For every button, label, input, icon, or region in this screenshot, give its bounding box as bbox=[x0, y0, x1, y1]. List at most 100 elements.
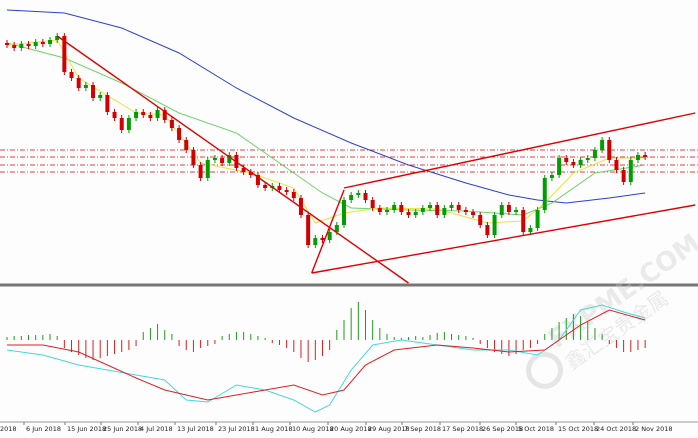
x-tick-label: 13 Jul 2018 bbox=[177, 425, 214, 433]
candle-body bbox=[600, 140, 605, 150]
trendline bbox=[343, 112, 696, 189]
candle-body bbox=[119, 118, 124, 130]
candle-body bbox=[5, 43, 9, 45]
candle-body bbox=[607, 140, 612, 160]
candle-body bbox=[399, 205, 404, 212]
x-tick-label: 6 Jun 2018 bbox=[26, 425, 61, 433]
candle-body bbox=[177, 128, 182, 140]
candle-body bbox=[528, 228, 533, 232]
trendline bbox=[56, 35, 409, 284]
candle-body bbox=[212, 158, 217, 160]
candle-body bbox=[571, 162, 576, 165]
candle-body bbox=[363, 193, 368, 200]
candle-body bbox=[492, 215, 497, 235]
candle-body bbox=[499, 205, 504, 215]
moving-average bbox=[6, 9, 646, 204]
candle-body bbox=[471, 212, 476, 215]
moving-average bbox=[6, 39, 646, 224]
x-tick-label: 5 Oct 2018 bbox=[518, 425, 554, 433]
candle-body bbox=[91, 85, 96, 98]
candle-body bbox=[255, 175, 260, 185]
candle-body bbox=[535, 210, 540, 228]
candle-body bbox=[557, 158, 562, 175]
x-tick-label: 29 Aug 2018 bbox=[368, 425, 410, 433]
candle-body bbox=[141, 112, 146, 115]
candle-body bbox=[169, 120, 174, 128]
candle-body bbox=[26, 44, 31, 46]
candle-body bbox=[55, 36, 60, 40]
candle-body bbox=[306, 215, 311, 245]
x-tick-label: 7 Sep 2018 bbox=[404, 425, 441, 433]
macd-line bbox=[7, 309, 646, 401]
candle-body bbox=[198, 165, 203, 178]
candle-body bbox=[291, 192, 296, 198]
candle-body bbox=[105, 95, 110, 112]
candle-body bbox=[449, 205, 454, 208]
candle-body bbox=[184, 140, 189, 150]
candle-body bbox=[48, 40, 53, 44]
candle-body bbox=[628, 160, 633, 182]
x-tick-label: 2 Nov 2018 bbox=[635, 425, 673, 433]
candle-body bbox=[76, 78, 81, 88]
candle-body bbox=[564, 158, 569, 162]
x-tick-label: 25 Jun 2018 bbox=[103, 425, 142, 433]
candle-body bbox=[428, 205, 433, 208]
x-tick-label: 24 Oct 2018 bbox=[596, 425, 636, 433]
candle-body bbox=[578, 160, 583, 165]
candle-body bbox=[98, 95, 103, 98]
candle-body bbox=[456, 205, 461, 210]
candle-body bbox=[40, 42, 45, 44]
candle-body bbox=[420, 208, 425, 212]
candle-body bbox=[549, 175, 554, 178]
candle-body bbox=[341, 200, 346, 225]
candle-body bbox=[643, 155, 648, 157]
x-tick-label: 20 Aug 2018 bbox=[330, 425, 372, 433]
candle-body bbox=[19, 44, 24, 48]
trendline bbox=[311, 189, 345, 274]
candle-body bbox=[585, 158, 590, 160]
x-tick-label: 2018 bbox=[0, 425, 17, 433]
x-tick-label: 26 Sep 2018 bbox=[482, 425, 523, 433]
candle-body bbox=[191, 150, 196, 165]
watermark-logo bbox=[526, 351, 564, 389]
candle-body bbox=[635, 155, 640, 160]
candle-body bbox=[12, 45, 17, 48]
candle-body bbox=[442, 208, 447, 215]
candle-body bbox=[377, 208, 382, 212]
candle-body bbox=[148, 115, 153, 118]
candle-body bbox=[69, 72, 74, 78]
candle-body bbox=[83, 85, 88, 88]
candle-body bbox=[349, 195, 354, 200]
candle-body bbox=[298, 198, 303, 215]
candle-body bbox=[463, 210, 468, 212]
candle-body bbox=[277, 186, 282, 190]
candle-body bbox=[521, 210, 526, 232]
trendline bbox=[311, 204, 696, 274]
candle-body bbox=[506, 205, 511, 212]
x-tick-label: 15 Oct 2018 bbox=[558, 425, 598, 433]
candle-body bbox=[284, 190, 289, 192]
candle-body bbox=[406, 212, 411, 215]
candle-body bbox=[241, 168, 246, 172]
x-tick-label: 4 Jul 2018 bbox=[140, 425, 173, 433]
candle-body bbox=[614, 160, 619, 170]
candle-body bbox=[227, 155, 232, 163]
x-tick-label: 15 Jun 2018 bbox=[67, 425, 106, 433]
x-tick-label: 10 Aug 2018 bbox=[292, 425, 334, 433]
candle-body bbox=[514, 210, 519, 212]
candle-body bbox=[392, 205, 397, 210]
candle-body bbox=[356, 193, 361, 195]
candle-body bbox=[162, 110, 167, 120]
candle-body bbox=[263, 185, 268, 188]
candle-body bbox=[478, 215, 483, 225]
candle-body bbox=[485, 225, 490, 235]
candle-body bbox=[413, 212, 418, 215]
candle-body bbox=[33, 42, 38, 46]
candle-body bbox=[327, 232, 332, 240]
candle-body bbox=[134, 112, 139, 118]
candle-body bbox=[248, 172, 253, 175]
candle-body bbox=[112, 112, 117, 118]
candle-body bbox=[320, 238, 325, 240]
